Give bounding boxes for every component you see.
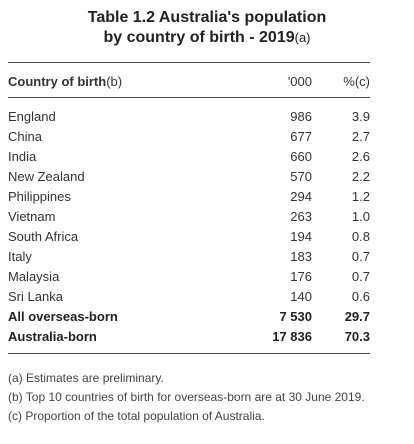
row-value: 660 — [290, 149, 312, 164]
footnote-a: (a) Estimates are preliminary. — [8, 371, 164, 385]
row-percent: 0.6 — [351, 289, 370, 304]
row-value: 570 — [290, 169, 312, 184]
row-country: Malaysia — [8, 269, 60, 284]
row-percent: 3.9 — [351, 109, 370, 124]
row-country: India — [8, 149, 37, 164]
row-percent: 0.7 — [351, 249, 370, 264]
row-country: New Zealand — [8, 169, 85, 184]
row-country: Vietnam — [8, 209, 56, 224]
row-percent: 0.7 — [351, 269, 370, 284]
row-percent: 0.8 — [351, 229, 370, 244]
table-row: South Africa 194 0.8 — [0, 229, 414, 249]
header-country-ref: (b) — [106, 74, 123, 89]
row-value: 194 — [290, 229, 312, 244]
table-row: Vietnam 263 1.0 — [0, 209, 414, 229]
table-title: Table 1.2 Australia's population by coun… — [0, 8, 414, 48]
row-country: Sri Lanka — [8, 289, 63, 304]
total-row-overseas: All overseas-born 7 530 29.7 — [0, 309, 414, 329]
row-country: England — [8, 109, 56, 124]
top-rule — [8, 62, 370, 63]
row-percent: 2.6 — [351, 149, 370, 164]
total-value: 7 530 — [279, 309, 312, 324]
row-percent: 2.7 — [351, 129, 370, 144]
total-value: 17 836 — [272, 329, 312, 344]
table-row: Malaysia 176 0.7 — [0, 269, 414, 289]
header-percent: %(c) — [343, 74, 370, 89]
table-row: China 677 2.7 — [0, 129, 414, 149]
footnote-b: (b) Top 10 countries of birth for overse… — [8, 390, 365, 404]
table-header: Country of birth(b) '000 %(c) — [0, 74, 414, 90]
total-row-australia: Australia-born 17 836 70.3 — [0, 329, 414, 349]
table-title-line2-text: by country of birth - 2019 — [103, 29, 295, 46]
total-label: All overseas-born — [8, 309, 118, 324]
footnote-c: (c) Proportion of the total population o… — [8, 409, 265, 423]
row-country: Philippines — [8, 189, 71, 204]
table-row: Philippines 294 1.2 — [0, 189, 414, 209]
row-country: Italy — [8, 249, 32, 264]
row-value: 677 — [290, 129, 312, 144]
bottom-rule — [8, 353, 370, 354]
total-percent: 29.7 — [344, 309, 370, 324]
row-country: South Africa — [8, 229, 79, 244]
row-value: 986 — [290, 109, 312, 124]
row-country: China — [8, 129, 42, 144]
row-percent: 1.0 — [351, 209, 370, 224]
table-row: England 986 3.9 — [0, 109, 414, 129]
row-value: 183 — [290, 249, 312, 264]
total-percent: 70.3 — [344, 329, 370, 344]
header-country: Country of birth(b) — [8, 74, 122, 89]
table-body: England 986 3.9 China 677 2.7 India 660 … — [0, 109, 414, 349]
row-percent: 2.2 — [351, 169, 370, 184]
row-value: 176 — [290, 269, 312, 284]
table-row: Sri Lanka 140 0.6 — [0, 289, 414, 309]
footnotes: (a) Estimates are preliminary. (b) Top 1… — [8, 369, 408, 426]
row-value: 263 — [290, 209, 312, 224]
table-title-line1: Table 1.2 Australia's population — [87, 9, 327, 26]
header-country-label: Country of birth — [8, 74, 107, 89]
table-row: India 660 2.6 — [0, 149, 414, 169]
row-value: 140 — [290, 289, 312, 304]
row-percent: 1.2 — [351, 189, 370, 204]
table-title-note-ref: (a) — [294, 30, 311, 45]
row-value: 294 — [290, 189, 312, 204]
table-row: New Zealand 570 2.2 — [0, 169, 414, 189]
table-title-line2: by country of birth - 2019(a) — [0, 28, 414, 48]
header-thousands: '000 — [287, 74, 312, 89]
header-rule — [8, 97, 370, 98]
table-row: Italy 183 0.7 — [0, 249, 414, 269]
total-label: Australia-born — [8, 329, 97, 344]
